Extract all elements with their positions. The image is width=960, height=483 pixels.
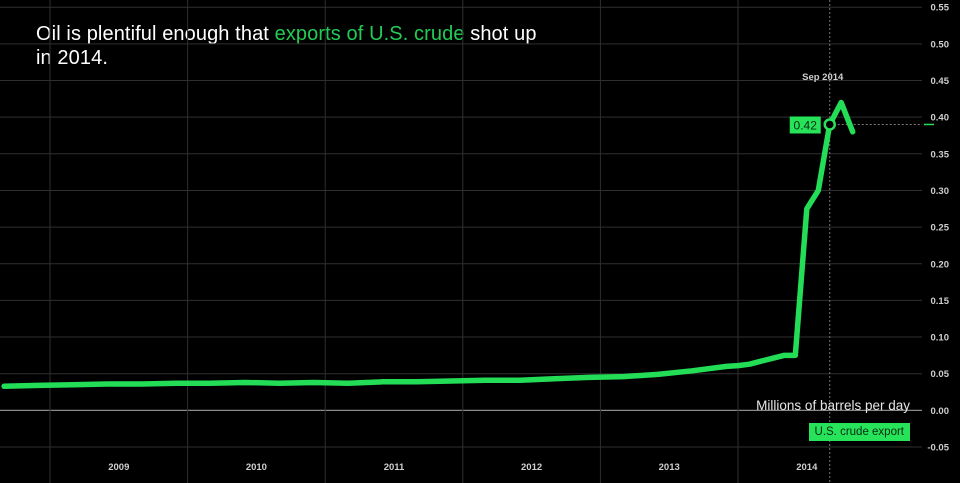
y-tick-label: 0.45 [931,76,950,87]
y-tick-label: 0.40 [931,113,950,124]
y-tick-label: 0.25 [931,223,950,234]
series-line-crude-export[interactable] [1,99,856,389]
annotation-value-badge [789,116,821,134]
annotation-guides [829,0,934,483]
y-axis-ticks: 0.55 0.50 0.45 0.40 0.35 0.30 0.25 0.20 0.15 0.10… [927,3,949,454]
y-tick-label: 0.20 [931,259,950,270]
y-tick-label: 0.30 [931,186,950,197]
y-tick-label: 0.00 [931,406,950,417]
y-tick-label: 0.15 [931,296,950,307]
annotation-point-marker[interactable] [823,118,836,131]
y-tick-label: -0.05 [927,443,949,454]
x-tick-label: 2011 [384,462,405,473]
title-highlight: exports of U.S. crude [274,23,465,45]
y-axis-label: Millions of barrels per day [756,398,910,413]
y-tick-label: 0.35 [931,149,950,160]
y-tick-label: 0.05 [931,369,950,380]
x-tick-label: 2012 [521,462,542,473]
y-tick-label: 0.10 [931,333,950,344]
x-tick-label: 2014 [796,462,818,473]
x-tick-label: 2010 [246,462,267,473]
x-axis-ticks: 2009 2010 2011 2012 2013 2014 [108,462,818,473]
series-layer [1,99,856,389]
annotations: Sep 2014 0.42 [789,72,844,134]
annotation-date-label: Sep 2014 [802,72,844,83]
legend-item-crude-export[interactable]: U.S. crude export [808,423,910,441]
y-tick-label: 0.55 [931,3,950,14]
gridlines [0,0,922,483]
annotation-value-label: 0.42 [794,118,818,132]
y-tick-label: 0.50 [931,39,950,50]
chart-title: Oil is plentiful enough that exports of … [36,23,537,69]
x-tick-label: 2013 [659,462,680,473]
x-tick-label: 2009 [108,462,129,473]
